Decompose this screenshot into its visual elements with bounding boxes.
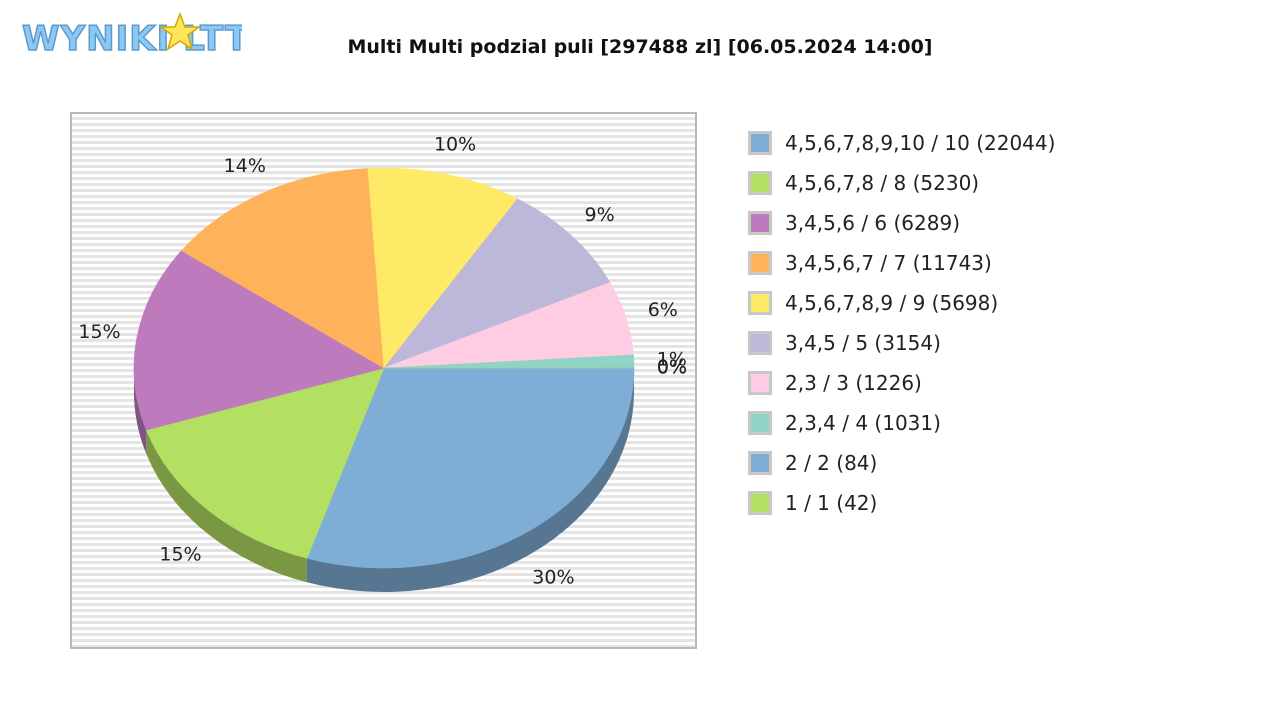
legend-item: 3,4,5,6,7 / 7 (11743) xyxy=(748,243,1055,283)
pie-chart: 30%15%15%14%10%9%6%1%0%0% xyxy=(78,134,687,592)
legend-swatch xyxy=(748,211,772,235)
legend-item: 3,4,5,6 / 6 (6289) xyxy=(748,203,1055,243)
legend-label: 3,4,5,6 / 6 (6289) xyxy=(785,211,961,235)
chart-legend: 4,5,6,7,8,9,10 / 10 (22044) 4,5,6,7,8 / … xyxy=(748,123,1055,523)
pie-slice-label: 6% xyxy=(648,299,678,321)
legend-item: 1 / 1 (42) xyxy=(748,483,1055,523)
legend-label: 4,5,6,7,8,9,10 / 10 (22044) xyxy=(785,131,1056,155)
pie-slice-label: 9% xyxy=(585,204,615,226)
pie-plot-area: 30% 15% 15% 14% 10% 9% 6% 1% 0% 0% xyxy=(70,112,697,649)
pie-slice xyxy=(383,198,611,369)
pie-slice-label: 15% xyxy=(159,543,201,565)
chart-title: Multi Multi podzial puli [297488 zl] [06… xyxy=(347,36,933,58)
pie-slice-side xyxy=(306,368,634,592)
legend-label: 2,3 / 3 (1226) xyxy=(785,371,922,395)
pie-slice xyxy=(367,167,518,369)
pie-slice xyxy=(306,367,635,569)
pie-slice-side xyxy=(146,430,307,583)
legend-item: 4,5,6,7,8,9,10 / 10 (22044) xyxy=(748,123,1055,163)
pie-slice-label: 30% xyxy=(532,567,574,589)
svg-text:TTO: TTO xyxy=(200,19,242,58)
legend-item: 2,3 / 3 (1226) xyxy=(748,363,1055,403)
pie-slice-label: 0% xyxy=(657,356,687,378)
legend-swatch xyxy=(748,331,772,355)
legend-item: 4,5,6,7,8 / 8 (5230) xyxy=(748,163,1055,203)
legend-swatch xyxy=(748,131,772,155)
legend-item: 2,3,4 / 4 (1031) xyxy=(748,403,1055,443)
legend-swatch xyxy=(748,171,772,195)
wyniki-lotto-logo: WYNIKI L TTO xyxy=(21,11,242,58)
pie-slice xyxy=(181,168,385,369)
legend-label: 4,5,6,7,8,9 / 9 (5698) xyxy=(785,291,999,315)
legend-label: 1 / 1 (42) xyxy=(785,491,878,515)
legend-swatch xyxy=(748,291,772,315)
pie-slice-label: 0% xyxy=(657,356,687,378)
pie-slice-label: 10% xyxy=(434,134,476,156)
legend-swatch xyxy=(748,491,772,515)
legend-item: 2 / 2 (84) xyxy=(748,443,1055,483)
legend-swatch xyxy=(748,451,772,475)
legend-label: 2,3,4 / 4 (1031) xyxy=(785,411,941,435)
pie-slice-label: 15% xyxy=(78,321,120,343)
pie-slice-label: 14% xyxy=(224,155,266,177)
legend-swatch xyxy=(748,251,772,275)
legend-item: 3,4,5 / 5 (3154) xyxy=(748,323,1055,363)
legend-swatch xyxy=(748,371,772,395)
pie-slice xyxy=(145,367,385,559)
pie-slice-label: 1% xyxy=(657,349,687,371)
legend-label: 3,4,5,6,7 / 7 (11743) xyxy=(785,251,992,275)
legend-swatch xyxy=(748,411,772,435)
legend-item: 4,5,6,7,8,9 / 9 (5698) xyxy=(748,283,1055,323)
legend-label: 3,4,5 / 5 (3154) xyxy=(785,331,941,355)
legend-label: 2 / 2 (84) xyxy=(785,451,878,475)
pie-slice-side xyxy=(134,368,147,455)
legend-label: 4,5,6,7,8 / 8 (5230) xyxy=(785,171,980,195)
pie-slice xyxy=(133,250,385,431)
